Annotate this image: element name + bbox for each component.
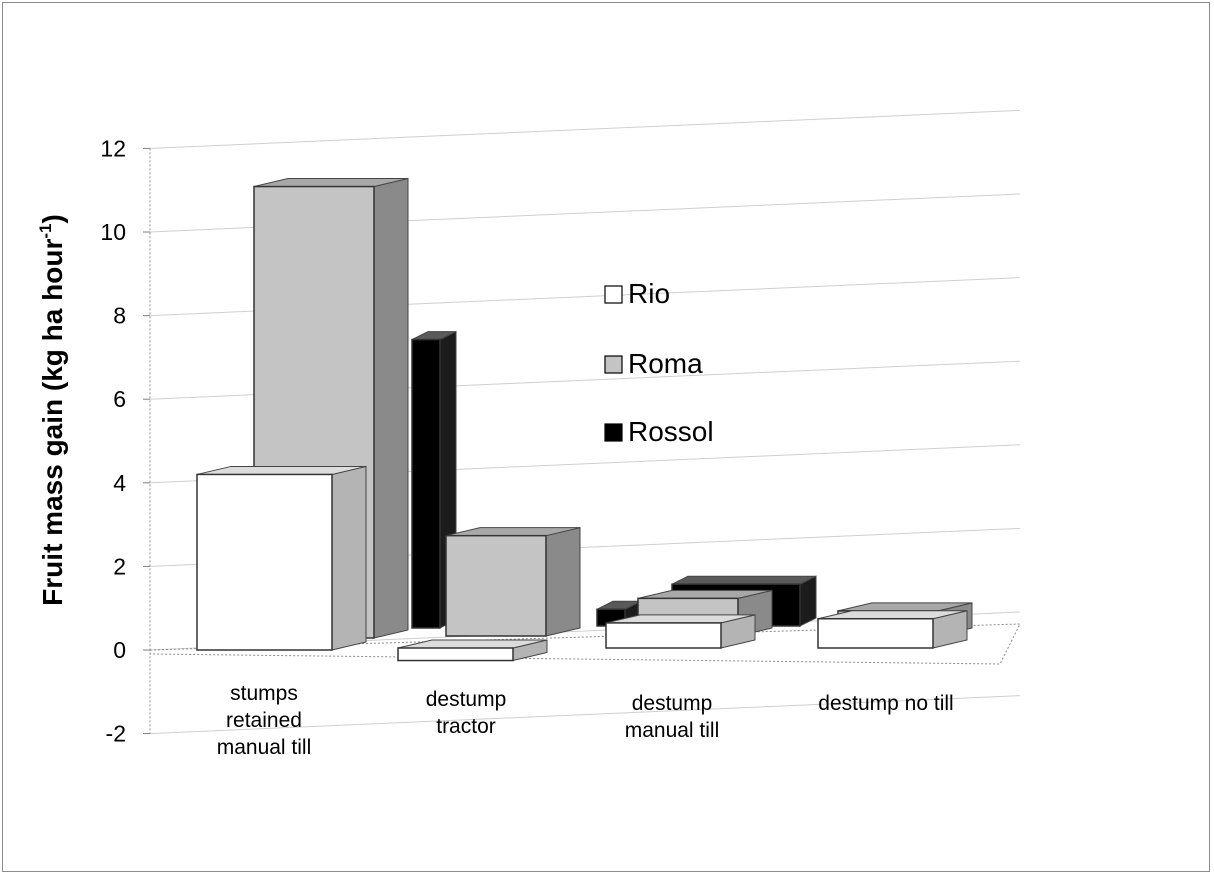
y-tick-label: 8 — [113, 303, 126, 329]
bar-rio-0 — [196, 465, 367, 651]
bar-top — [671, 575, 817, 585]
bar-front — [605, 622, 722, 649]
category-label: stumps retained manual till — [217, 682, 312, 759]
bar-rio-1 — [397, 639, 548, 662]
y-tick-label: 12 — [100, 135, 126, 161]
gridline — [149, 695, 1021, 735]
legend-swatch — [604, 355, 623, 374]
legend-item: Rossol — [604, 416, 714, 447]
category-label-line: stumps — [230, 682, 298, 705]
bar-front — [196, 473, 333, 651]
y-tick-label: 6 — [113, 386, 126, 412]
legend-label: Roma — [628, 348, 703, 379]
category-label-line: retained — [226, 709, 302, 732]
bars — [196, 177, 973, 662]
legend-swatch — [604, 285, 623, 304]
category-label-line: destump — [426, 688, 507, 711]
bar-front — [817, 617, 934, 649]
category-label-line: destump no till — [818, 692, 953, 715]
legend-label: Rossol — [628, 416, 714, 447]
y-tick-label: 10 — [100, 219, 126, 245]
y-axis-title: Fruit mass gain (kg ha hour-1) — [36, 214, 68, 606]
y-tick-label: 4 — [113, 470, 126, 496]
category-label: destump manual till — [625, 692, 720, 742]
bar-side — [373, 177, 409, 639]
bar-side — [799, 575, 817, 627]
bar-roma-1 — [445, 527, 581, 637]
category-label: destump tractor — [426, 688, 507, 738]
y-tick-label: 0 — [113, 637, 126, 663]
y-axis: -2 0 2 4 6 8 10 12 — [100, 135, 151, 747]
y-tick-label: 2 — [113, 553, 126, 579]
gridline — [149, 109, 1021, 149]
category-label: destump no till — [818, 692, 953, 715]
category-label-line: manual till — [217, 736, 312, 759]
legend-item: Roma — [604, 348, 703, 379]
bar-front — [397, 647, 514, 662]
legend: Rio Roma Rossol — [604, 278, 714, 447]
bar-front — [445, 534, 547, 637]
bar-rio-2 — [605, 614, 756, 649]
legend-swatch — [604, 423, 623, 442]
bar-side — [545, 527, 581, 637]
category-label-line: destump — [632, 692, 713, 715]
legend-label: Rio — [628, 278, 670, 309]
bar-rio-3 — [817, 610, 968, 649]
bar-side — [331, 465, 367, 651]
bar-front — [411, 338, 441, 629]
y-tick-label: -2 — [106, 721, 126, 747]
legend-item: Rio — [604, 278, 670, 309]
category-label-line: tractor — [436, 715, 496, 738]
category-label-line: manual till — [625, 719, 720, 742]
